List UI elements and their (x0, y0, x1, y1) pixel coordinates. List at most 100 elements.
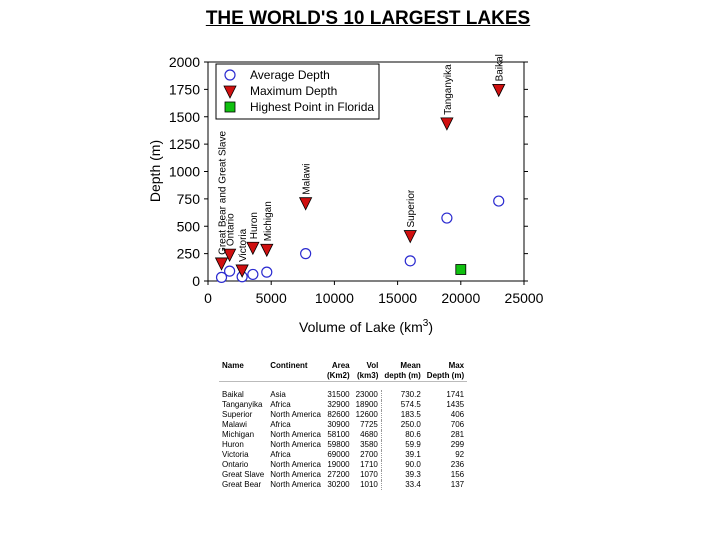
table-cell: 250.0 (400, 420, 421, 429)
lake-annotation-label: Tanganyika (443, 64, 454, 115)
maximum-depth-point (298, 197, 313, 211)
maximum-depth-point (492, 83, 506, 98)
table-row: Great Bear North America 30200 1010 33.4 137 (219, 480, 467, 490)
legend-entry: Average Depth (250, 68, 330, 82)
table-header-unit-cell (267, 371, 324, 382)
table-cell: Asia (270, 390, 286, 399)
lake-annotations: Baikal Tanganyika Superior Malawi MichiganHu… (218, 54, 506, 262)
table-row: Malawi Africa 30900 7725 250.0 706 (219, 420, 467, 430)
x-tick-label: 0 (204, 290, 212, 306)
lake-data-table: Name Continent Area Vol Mean Max (Km2) (km3) de… (219, 361, 468, 490)
table-row: Tanganyika Africa 32900 18900 574.5 1435 (219, 400, 467, 410)
table-cell: Michigan (222, 430, 255, 439)
table-row: Victoria Africa 69000 2700 39.1 92 (219, 450, 467, 460)
table-cell: 92 (455, 450, 465, 459)
table-cell: 39.3 (405, 470, 421, 479)
florida-point (455, 264, 467, 275)
average-depth-point (404, 255, 416, 267)
lake-annotation-label: Huron (249, 212, 260, 239)
maximum-depth-point (403, 230, 417, 244)
table-cell: 7725 (352, 420, 382, 430)
table-body: Baikal Asia 31500 23000 730.2 1741 Tanganyika A… (219, 382, 467, 490)
chart-title: THE WORLD'S 10 LARGEST LAKES (205, 8, 531, 29)
table-cell: Malawi (222, 420, 247, 429)
table-cell: Victoria (222, 450, 249, 459)
x-axis-label-main: Volume of Lake (km (299, 319, 423, 335)
table-cell: 39.1 (405, 450, 421, 459)
average-depth-point (441, 212, 453, 224)
table-header-unit-cell (219, 371, 268, 382)
maximum-depth-point (222, 248, 237, 263)
table-cell: North America (270, 480, 321, 489)
lake-annotation-label: Michigan (263, 201, 274, 241)
average-depth-point (261, 266, 273, 278)
table-header-cell: Max (448, 361, 465, 370)
table-cell: Great Bear (222, 480, 262, 489)
y-tick-label: 1000 (169, 164, 200, 180)
table-cell: 406 (450, 410, 465, 419)
maximum-depth-point (235, 264, 249, 278)
table-cell: 58100 (327, 430, 350, 439)
lake-annotation-label: Ontario (226, 213, 237, 246)
table-header-row: Name Continent Area Vol Mean Max (219, 361, 467, 371)
table-cell: 31500 (327, 390, 350, 399)
x-tick-label: 25000 (505, 290, 544, 306)
lake-annotation-label: Great Bear and Great Slave (218, 131, 229, 255)
average-depth-point (215, 271, 228, 283)
x-tick-label: 15000 (378, 290, 417, 306)
y-tick-label: 1500 (169, 109, 200, 125)
table-cell: 23000 (352, 390, 382, 400)
table-cell: 706 (450, 420, 465, 429)
table-cell: 1435 (446, 400, 465, 409)
average-depth-point (224, 265, 236, 277)
table-cell: 137 (450, 480, 465, 489)
lake-annotation-label: Victoria (238, 228, 249, 262)
table-cell: 2700 (352, 450, 382, 460)
y-tick-label: 250 (177, 246, 201, 262)
table-cell: 1710 (352, 460, 382, 470)
lake-annotation-label: Malawi (302, 164, 313, 195)
y-tick-label: 500 (177, 218, 201, 234)
table-cell: 82600 (327, 410, 350, 419)
average-depth-point (300, 248, 312, 260)
table-header-cell: Name (222, 361, 244, 370)
table-cell: Superior (222, 410, 253, 419)
lake-annotation-label: Superior (406, 189, 417, 227)
table-cell: 80.6 (405, 430, 421, 439)
table-cell: Ontario (222, 460, 249, 469)
table-row: Huron North America 59800 3580 59.9 299 (219, 440, 467, 450)
maximum-depth-point (440, 117, 454, 131)
table-cell: 90.0 (405, 460, 421, 469)
table-cell: 1070 (352, 470, 382, 480)
table-row: Ontario North America 19000 1710 90.0 236 (219, 460, 467, 470)
legend-entry: Maximum Depth (250, 84, 337, 98)
x-tick-label: 20000 (441, 290, 480, 306)
x-axis-label-end: ) (428, 319, 433, 335)
table-cell: Great Slave (222, 470, 265, 479)
average-depth-point (224, 69, 236, 81)
table-cell: 18900 (352, 400, 382, 410)
table-cell: North America (270, 460, 321, 469)
legend: Average Depth Maximum Depth Highest Point … (215, 63, 380, 120)
table-cell: North America (270, 470, 321, 479)
maximum-depth-point (214, 257, 229, 271)
y-tick-label: 2000 (169, 54, 200, 70)
x-axis-label: Volume of Lake (km3) (299, 318, 433, 335)
florida-point (224, 101, 236, 113)
table-cell: Tanganyika (222, 400, 263, 409)
table-cell: 59.9 (405, 440, 421, 449)
table-cell: 19000 (327, 460, 350, 469)
table-cell: 32900 (327, 400, 350, 409)
table-cell: Africa (270, 450, 291, 459)
table-cell: 299 (450, 440, 465, 449)
legend-entry: Highest Point in Florida (250, 100, 374, 114)
table-header-unit-cell: Depth (m) (423, 371, 468, 382)
table-spacer-row (219, 382, 467, 391)
table-cell: 730.2 (400, 390, 421, 399)
table-row: Superior North America 82600 12600 183.5 406 (219, 410, 467, 420)
table-cell: North America (270, 440, 321, 449)
table-cell: 574.5 (400, 400, 421, 409)
table-cell: 236 (450, 460, 465, 469)
average-depth-point (247, 268, 259, 281)
data-marks (214, 83, 506, 283)
